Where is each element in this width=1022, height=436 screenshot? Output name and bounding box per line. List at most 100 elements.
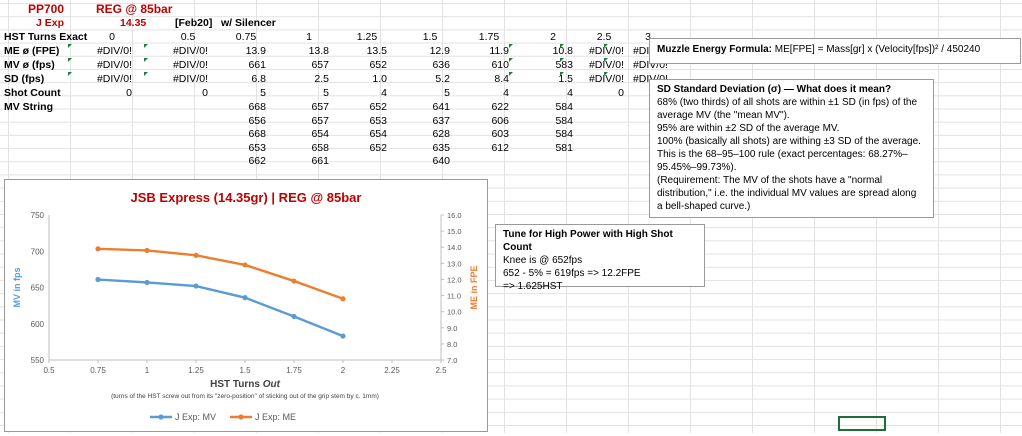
error-indicator: [68, 58, 72, 62]
data-point-me: [144, 247, 150, 254]
legend-marker: [238, 414, 244, 420]
mv-cell: 583: [555, 59, 573, 71]
x-tick-label: 0.75: [90, 366, 106, 375]
right-tick-label: 13.0: [447, 259, 462, 268]
mv-string-cell: 581: [555, 141, 573, 154]
sd-explanation-box: SD Standard Deviation (σ) — What does it…: [649, 79, 934, 218]
error-indicator: [144, 44, 148, 48]
x-axis-title: HST Turns Out: [210, 379, 280, 390]
sd-cell: 2.5: [314, 73, 329, 85]
chart-svg: JSB Express (14.35gr) | REG @ 85bar 0.5 0.…: [12, 190, 479, 422]
me-cell: #DIV/0!: [588, 45, 624, 57]
mv-cell: #DIV/0!: [172, 59, 208, 71]
sd-cell: 1.0: [372, 73, 387, 85]
mv-string-cell: 653: [369, 114, 387, 127]
left-tick-label: 550: [31, 356, 45, 365]
error-indicator: [509, 44, 513, 48]
sd-box-line: 95% are within ±2 SD of the average MV.: [657, 123, 840, 134]
mv-string-cell: 603: [491, 128, 509, 140]
left-tick-label: 700: [31, 247, 45, 256]
right-tick-label: 12.0: [447, 275, 462, 284]
count-cell: 4: [503, 87, 509, 99]
pellet-weight: 14.35: [120, 17, 147, 29]
row-label-string: MV String: [4, 101, 53, 113]
error-indicator: [604, 44, 608, 48]
sd-cell: #DIV/0!: [588, 73, 624, 85]
me-cell: 11.9: [489, 45, 509, 57]
chart-container[interactable]: JSB Express (14.35gr) | REG @ 85bar 0.5 0.…: [4, 179, 488, 432]
legend-label: J Exp: MV: [175, 412, 216, 422]
mv-cell: 610: [491, 59, 509, 71]
error-indicator: [68, 72, 72, 76]
mv-string-cell: 657: [311, 114, 329, 127]
formula-box: Muzzle Energy Formula: ME[FPE] = Mass[gr…: [649, 38, 1021, 64]
me-cell: 10.8: [552, 45, 573, 57]
legend-marker: [158, 414, 164, 420]
x-tick-label: 2.25: [384, 366, 400, 375]
turns-cell: 1.25: [356, 31, 378, 43]
mv-string-cell: 662: [248, 155, 266, 167]
right-tick-label: 15.0: [447, 227, 462, 236]
mv-string-cell: 584: [555, 101, 573, 113]
mv-string-cell: 606: [491, 114, 509, 127]
chart-title: JSB Express (14.35gr) | REG @ 85bar: [131, 190, 362, 205]
mv-string-cell: 652: [369, 141, 387, 154]
data-point-mv: [144, 279, 150, 286]
ammo-label: J Exp: [36, 17, 65, 29]
mv-string-cell: 654: [369, 128, 387, 140]
mv-cell: #DIV/0!: [96, 59, 132, 71]
row-label-sd: SD (fps): [4, 73, 45, 85]
data-point-me: [193, 252, 199, 258]
tune-box: Tune for High Power with High Shot Count…: [495, 224, 705, 292]
sd-box-line: This is the 68–95–100 rule (exact percen…: [657, 149, 908, 160]
mv-string-cell: 654: [311, 128, 329, 140]
sd-box-line: 68% (two thirds) of all shots are within…: [657, 97, 918, 108]
mv-cell: 657: [311, 59, 329, 71]
data-point-me: [95, 246, 101, 252]
tune-line: 652 - 5% = 619fps => 12.2FPE: [503, 268, 641, 279]
tune-box-title: Tune for High Power with High Shot Count: [503, 229, 673, 253]
mv-string-cell: 668: [248, 128, 266, 140]
mv-string-cell: 637: [432, 114, 450, 127]
me-cell: 13.5: [366, 45, 387, 57]
right-tick-label: 9.0: [447, 324, 457, 333]
mv-string-cell: 656: [248, 114, 266, 127]
mv-string-cell: 640: [432, 155, 450, 167]
sd-cell: 8.4: [494, 73, 509, 85]
data-point-mv: [291, 313, 297, 320]
x-axis-title-italic: Out: [263, 379, 281, 390]
count-cell: 5: [444, 87, 450, 99]
turns-cell: 2.5: [596, 31, 612, 43]
me-cell: 13.9: [245, 45, 266, 57]
turns-cell: 1.75: [478, 31, 500, 43]
turns-cell: 1: [306, 31, 312, 43]
x-tick-label: 2.5: [435, 366, 447, 375]
sd-cell: #DIV/0!: [172, 73, 208, 85]
sd-box-line: 95.45%–99.73%).: [657, 162, 737, 173]
turns-cell: 3: [645, 31, 651, 43]
x-tick-label: 0.5: [43, 366, 55, 375]
data-point-me: [242, 262, 248, 268]
mv-string-cell: 622: [491, 101, 509, 113]
count-cell: 0: [618, 87, 624, 99]
left-tick-label: 600: [31, 320, 45, 329]
x-tick-label: 1.75: [286, 366, 302, 375]
row-label-me: ME ø (FPE): [4, 45, 60, 57]
sd-cell: 5.2: [435, 73, 450, 85]
mv-string-cell: 584: [555, 128, 573, 140]
x-tick-label: 1.5: [239, 366, 251, 375]
data-point-me: [340, 296, 346, 302]
right-tick-label: 10.0: [447, 308, 462, 317]
sd-box-line: (Requirement: The MV of the shots have a…: [657, 175, 883, 186]
sd-box-line: average MV (the "mean MV").: [657, 110, 790, 121]
date-note: [Feb20]: [175, 17, 213, 29]
formula-label: Muzzle Energy Formula:: [657, 44, 773, 55]
selected-cell[interactable]: [838, 416, 886, 431]
x-tick-label: 1.25: [188, 366, 204, 375]
turns-cell: 0.5: [180, 31, 196, 43]
sheet-title: PP700: [28, 2, 65, 16]
count-cell: 0: [126, 87, 132, 99]
data-point-me: [291, 278, 297, 284]
series-line-mv: [97, 278, 344, 338]
sd-box-lines: 68% (two thirds) of all shots are within…: [657, 96, 926, 213]
